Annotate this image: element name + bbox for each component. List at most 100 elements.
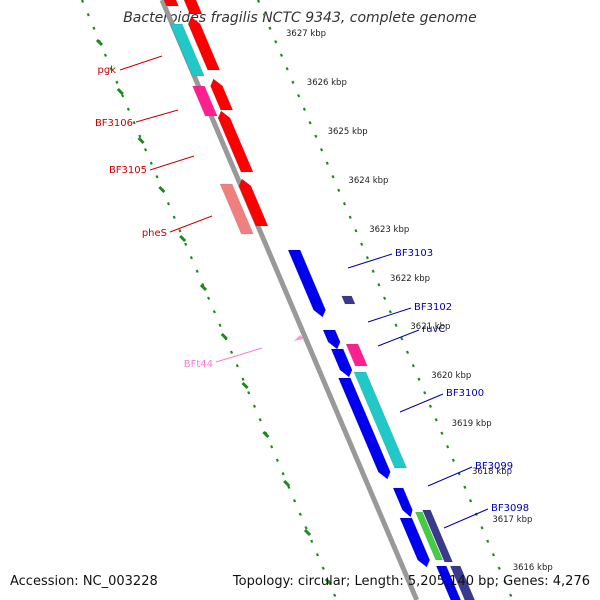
scale-label: 3622 kbp — [390, 274, 430, 284]
outer-tick — [256, 0, 261, 3]
outer-tick — [509, 593, 513, 597]
outer-tick — [337, 188, 341, 192]
scale-label: 3619 kbp — [452, 419, 492, 429]
inner-tick — [281, 472, 285, 476]
scale-label: 3626 kbp — [307, 78, 347, 88]
inner-tick — [184, 242, 188, 246]
inner-tick — [310, 539, 314, 543]
gene-feature — [449, 565, 476, 600]
inner-tick — [247, 391, 251, 395]
inner-tick — [270, 445, 274, 449]
trna-feature — [294, 335, 304, 341]
inner-tick — [92, 26, 96, 30]
label-leader-line — [443, 508, 489, 529]
inner-major-tick — [324, 577, 332, 586]
accession-label: Accession: NC_003228 — [10, 574, 158, 589]
inner-tick — [132, 121, 136, 125]
inner-tick — [207, 296, 211, 300]
scale-label: 3623 kbp — [369, 225, 409, 235]
scale-label: 3616 kbp — [513, 563, 553, 573]
outer-tick — [463, 485, 467, 489]
label-leader-line — [347, 253, 393, 269]
label-leader-line — [119, 55, 163, 71]
inner-major-tick — [116, 87, 124, 96]
label-leader-line — [399, 393, 444, 413]
gene-feature — [399, 517, 431, 568]
outer-tick — [400, 337, 404, 341]
scale-label: 3620 kbp — [431, 371, 471, 381]
gene-label: BF3100 — [446, 388, 484, 399]
inner-tick — [80, 0, 85, 3]
gene-feature — [392, 487, 413, 518]
gene-label: BF3102 — [414, 302, 452, 313]
outer-tick — [491, 553, 496, 557]
gene-feature — [169, 23, 205, 77]
inner-tick — [258, 418, 262, 422]
label-leader-line — [377, 329, 420, 347]
gene-feature — [192, 85, 218, 117]
outer-tick — [279, 53, 283, 57]
gene-label: BF3098 — [491, 503, 529, 514]
inner-major-tick — [303, 528, 312, 537]
gene-feature — [287, 249, 326, 318]
outer-tick — [291, 80, 295, 84]
inner-tick — [155, 175, 159, 179]
inner-tick — [166, 202, 171, 206]
gene-label: BF3103 — [395, 248, 433, 259]
inner-tick — [252, 404, 256, 408]
outer-tick — [365, 256, 369, 260]
inner-tick — [212, 310, 216, 314]
outer-tick — [331, 175, 335, 179]
inner-tick — [229, 350, 234, 354]
outer-tick — [360, 242, 364, 246]
gene-label: ruvC — [422, 324, 445, 335]
outer-tick — [480, 526, 484, 530]
inner-tick — [178, 229, 182, 233]
outer-tick — [423, 391, 427, 395]
gene-label: BF3106 — [95, 118, 133, 129]
inner-tick — [144, 148, 148, 152]
label-leader-line — [135, 109, 179, 123]
inner-major-tick — [179, 234, 187, 243]
outer-tick — [434, 418, 438, 422]
pseudo-gene-feature — [219, 183, 254, 235]
inner-tick — [103, 53, 107, 57]
gene-feature — [435, 565, 462, 600]
gene-label: BFt44 — [184, 359, 213, 370]
inner-tick — [149, 161, 153, 165]
inner-tick — [241, 377, 245, 381]
outer-tick — [308, 121, 312, 125]
label-leader-line — [427, 466, 473, 487]
outer-tick — [342, 202, 347, 206]
inner-major-tick — [199, 283, 208, 292]
gene-feature — [183, 0, 203, 15]
gene-feature — [163, 0, 180, 7]
inner-tick — [315, 553, 320, 557]
outer-tick — [411, 364, 415, 368]
gene-feature — [210, 78, 234, 111]
inner-tick — [109, 67, 113, 71]
label-leader-line — [215, 347, 263, 363]
outer-tick — [405, 350, 410, 354]
inner-major-tick — [262, 430, 270, 439]
inner-tick — [126, 107, 130, 111]
inner-tick — [189, 256, 193, 260]
outer-tick — [428, 404, 432, 408]
label-leader-line — [367, 307, 412, 323]
gene-feature — [338, 377, 391, 480]
inner-tick — [115, 80, 119, 84]
gene-feature — [330, 348, 353, 378]
outer-tick — [297, 94, 301, 98]
gene-label: pheS — [142, 228, 167, 239]
scale-label: 3627 kbp — [286, 29, 326, 39]
inner-major-tick — [220, 332, 228, 341]
gene-label: pgk — [98, 65, 117, 76]
outer-tick — [262, 13, 266, 17]
inner-tick — [138, 134, 142, 138]
inner-tick — [235, 364, 239, 368]
outer-tick — [503, 580, 507, 584]
label-leader-line — [149, 155, 195, 171]
outer-tick — [314, 134, 318, 138]
gene-feature — [353, 371, 408, 469]
